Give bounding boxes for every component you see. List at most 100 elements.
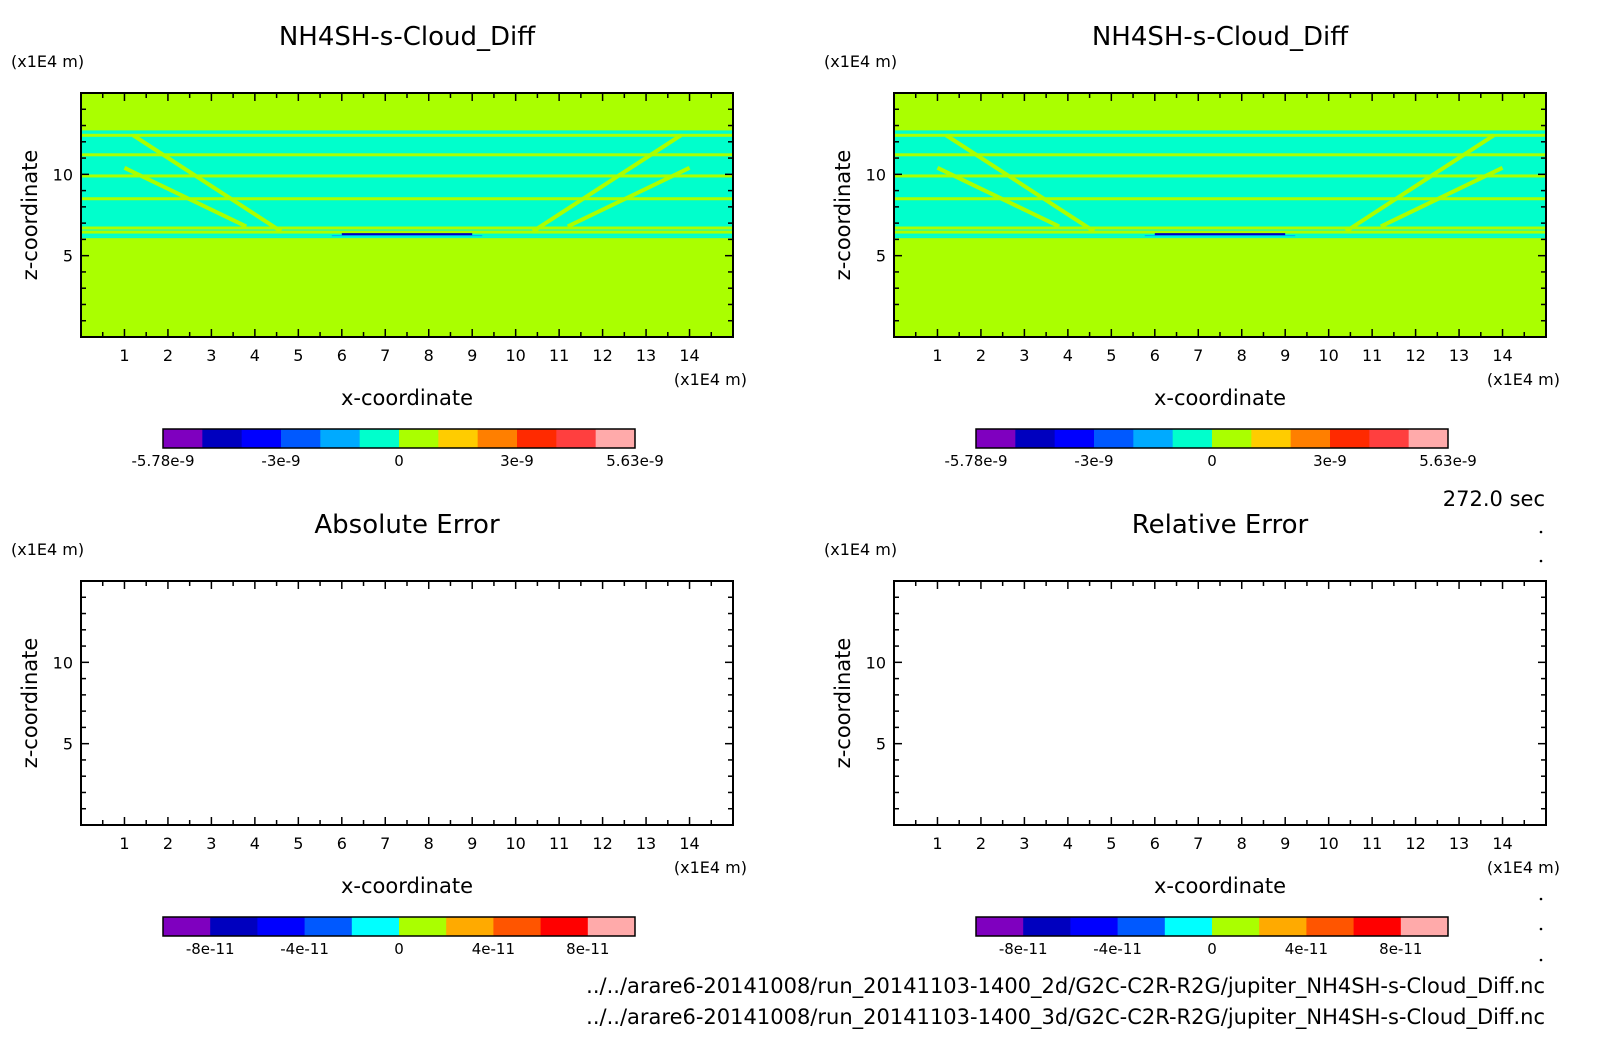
panel-1: NH4SH-s-Cloud_Diff(x1E4 m)(x1E4 m)1 2 3 4 5 6…	[11, 22, 747, 470]
colorbar-label: -3e-9	[1074, 452, 1113, 470]
colorbar-swatch	[446, 917, 494, 936]
y-unit-label: (x1E4 m)	[11, 52, 84, 71]
colorbar-label: -8e-11	[186, 940, 235, 958]
colorbar-swatch	[163, 429, 203, 448]
colorbar-swatch	[202, 429, 243, 448]
contour-stripe	[81, 230, 733, 234]
colorbar-swatch	[1133, 429, 1174, 448]
colorbar-label: 8e-11	[1379, 940, 1422, 958]
x-tick-label: 8	[424, 346, 434, 365]
colorbar-swatch	[304, 917, 353, 936]
colorbar-swatch	[976, 429, 1016, 448]
colorbar-swatch	[257, 917, 306, 936]
colorbar-swatch	[595, 429, 636, 448]
colorbar-label: -4e-11	[1093, 940, 1142, 958]
x-tick-label: 12	[1405, 834, 1425, 853]
contour-stripe	[894, 226, 1546, 230]
colorbar-swatch	[1330, 429, 1370, 448]
colorbar-label: -8e-11	[999, 940, 1048, 958]
x-tick-label: 7	[1193, 834, 1203, 853]
contour-front	[123, 166, 248, 229]
source-file-2d: ../../arare6-20141008/run_20141103-1400_…	[586, 974, 1545, 999]
x-tick-label: 10	[1318, 834, 1338, 853]
x-tick-label: 2	[163, 346, 173, 365]
colorbar-swatch	[556, 429, 597, 448]
colorbar-swatch	[1306, 917, 1355, 936]
colorbar-label: -5.78e-9	[945, 452, 1008, 470]
colorbar-label: 0	[394, 452, 404, 470]
x-tick-label: 11	[549, 834, 569, 853]
x-tick-label: 3	[206, 834, 216, 853]
y-unit-label: (x1E4 m)	[11, 540, 84, 559]
y-unit-label: (x1E4 m)	[824, 52, 897, 71]
x-tick-label: 10	[505, 346, 525, 365]
contour-stripe	[81, 174, 733, 178]
colorbar-label: 5.63e-9	[1419, 452, 1477, 470]
colorbar-swatch	[1172, 429, 1213, 448]
colorbar-swatch	[517, 429, 557, 448]
colorbar-label: 3e-9	[1313, 452, 1347, 470]
y-axis-label: z-coordinate	[18, 638, 42, 769]
contour-stripe	[81, 226, 733, 230]
x-tick-label: 4	[250, 346, 260, 365]
colorbar-swatch	[399, 917, 447, 936]
x-tick-label: 5	[1106, 346, 1116, 365]
decor-dots	[1539, 530, 1543, 962]
dot	[1539, 958, 1543, 962]
source-file-3d: ../../arare6-20141008/run_20141103-1400_…	[586, 1005, 1545, 1030]
x-tick-label: 8	[1237, 834, 1247, 853]
x-tick-label: 6	[1150, 346, 1160, 365]
contour-field	[81, 93, 733, 337]
colorbar-swatch	[1259, 917, 1307, 936]
y-tick-label: 5	[876, 735, 886, 754]
x-tick-label: 12	[1405, 346, 1425, 365]
y-axis-label: z-coordinate	[831, 638, 855, 769]
layer-boundary	[894, 236, 1546, 239]
colorbar-swatch	[477, 429, 518, 448]
contour-front	[531, 133, 682, 233]
panel-title: NH4SH-s-Cloud_Diff	[1092, 22, 1349, 52]
colorbar-label: 4e-11	[1285, 940, 1328, 958]
y-tick-label: 5	[63, 735, 73, 754]
x-tick-label: 6	[1150, 834, 1160, 853]
x-tick-label: 3	[1019, 834, 1029, 853]
contour-front	[1344, 133, 1495, 233]
colorbar-swatch	[399, 429, 439, 448]
contour-front	[945, 133, 1096, 233]
y-tick-label: 10	[53, 165, 73, 184]
colorbar-frame	[975, 428, 1449, 449]
x-unit-label: (x1E4 m)	[1487, 858, 1560, 877]
colorbar-swatch	[210, 917, 258, 936]
x-tick-label: 4	[1063, 346, 1073, 365]
x-tick-label: 11	[549, 346, 569, 365]
colorbar-swatch	[1094, 429, 1134, 448]
contour-stripe	[894, 133, 1546, 137]
colorbar-swatch	[976, 917, 1024, 936]
contour-stripe	[81, 133, 733, 137]
colorbar-frame	[162, 916, 636, 937]
x-tick-label: 8	[424, 834, 434, 853]
colorbar-frame	[162, 428, 636, 449]
plot-frame	[80, 580, 734, 826]
colorbar-swatch	[1212, 429, 1252, 448]
x-axis-label: x-coordinate	[1154, 386, 1286, 410]
x-axis-label: x-coordinate	[341, 386, 473, 410]
x-tick-label: 9	[467, 346, 477, 365]
x-tick-label: 13	[636, 834, 656, 853]
dot	[1539, 530, 1543, 534]
x-tick-label: 11	[1362, 346, 1382, 365]
panel-4: Relative Error(x1E4 m)(x1E4 m)1 2 3 4 5 6 7 8 9 1…	[824, 510, 1560, 958]
contour-stripe	[81, 197, 733, 201]
colorbar-swatch	[1212, 917, 1260, 936]
cloud-layer-band	[81, 130, 733, 237]
panel-title: Absolute Error	[314, 510, 500, 540]
x-tick-label: 6	[337, 346, 347, 365]
x-unit-label: (x1E4 m)	[674, 858, 747, 877]
x-axis-label: x-coordinate	[1154, 874, 1286, 898]
y-tick-label: 10	[866, 653, 886, 672]
colorbar-swatch	[281, 429, 321, 448]
colorbar-swatch	[320, 429, 361, 448]
y-tick-label: 5	[876, 247, 886, 266]
x-tick-label: 1	[932, 834, 942, 853]
x-tick-label: 3	[206, 346, 216, 365]
